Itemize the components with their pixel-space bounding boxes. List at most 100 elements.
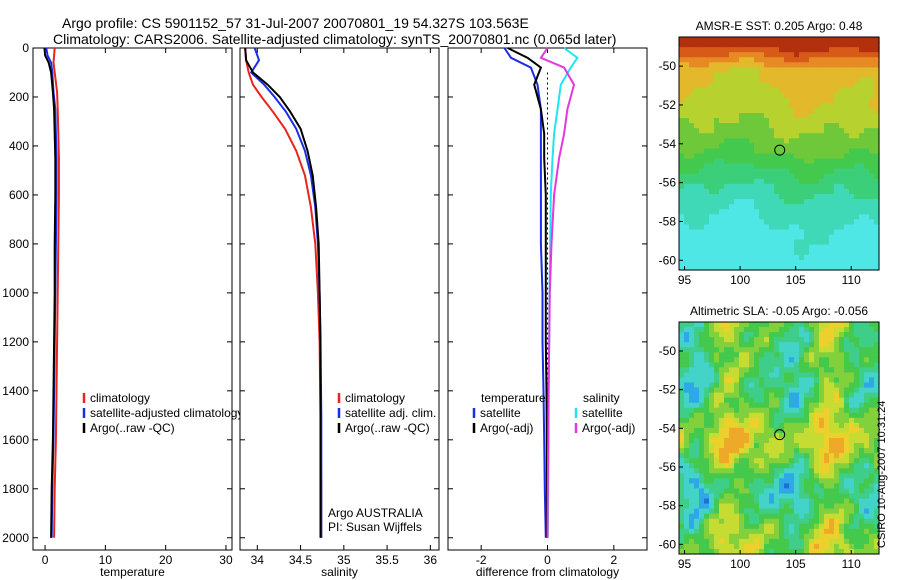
- heatmap-cell: [759, 392, 765, 399]
- heatmap-cell: [749, 448, 755, 454]
- heatmap-cell: [864, 543, 870, 550]
- heatmap-cell: [754, 234, 760, 241]
- heatmap-cell: [874, 382, 880, 389]
- heatmap-cell: [874, 183, 880, 190]
- heatmap-cell: [794, 249, 800, 256]
- heatmap-cell: [734, 498, 740, 505]
- heatmap-cell: [714, 513, 720, 520]
- heatmap-cell: [769, 453, 775, 459]
- heatmap-cell: [769, 62, 775, 68]
- heatmap-cell: [759, 438, 765, 444]
- heatmap-cell: [779, 473, 785, 479]
- heatmap-cell: [814, 92, 820, 99]
- heatmap-cell: [844, 533, 850, 540]
- heatmap-cell: [684, 513, 690, 520]
- heatmap-cell: [844, 118, 850, 124]
- heatmap-cell: [864, 483, 870, 490]
- heatmap-cell: [739, 468, 745, 474]
- heatmap-cell: [849, 214, 855, 220]
- heatmap-cell: [819, 37, 825, 43]
- heatmap-cell: [684, 473, 690, 479]
- difference-xtick-label: 2: [610, 553, 617, 567]
- heatmap-cell: [834, 322, 840, 328]
- heatmap-cell: [829, 173, 835, 180]
- heatmap-cell: [684, 47, 690, 53]
- heatmap-cell: [839, 478, 845, 484]
- heatmap-cell: [824, 448, 830, 454]
- heatmap-cell: [734, 377, 740, 384]
- heatmap-cell: [869, 352, 875, 358]
- heatmap-cell: [759, 194, 765, 200]
- heatmap-cell: [779, 458, 785, 464]
- heatmap-cell: [724, 402, 730, 409]
- heatmap-cell: [814, 163, 820, 170]
- heatmap-cell: [754, 62, 760, 68]
- heatmap-cell: [854, 382, 860, 389]
- heatmap-cell: [834, 168, 840, 175]
- heatmap-cell: [874, 249, 880, 256]
- heatmap-cell: [714, 194, 720, 200]
- heatmap-cell: [854, 57, 860, 63]
- heatmap-cell: [819, 72, 825, 79]
- heatmap-cell: [824, 77, 830, 84]
- heatmap-cell: [709, 422, 715, 429]
- heatmap-cell: [794, 422, 800, 429]
- heatmap-cell: [814, 138, 820, 144]
- heatmap-cell: [724, 427, 730, 434]
- heatmap-cell: [814, 37, 820, 43]
- heatmap-cell: [819, 254, 825, 261]
- heatmap-cell: [774, 478, 780, 484]
- argo-australia-annotation: Argo AUSTRALIA: [328, 506, 423, 520]
- heatmap-cell: [824, 168, 830, 175]
- heatmap-cell: [769, 77, 775, 84]
- heatmap-cell: [774, 438, 780, 444]
- heatmap-cell: [814, 133, 820, 139]
- heatmap-cell: [809, 178, 815, 185]
- heatmap-cell: [734, 123, 740, 129]
- heatmap-cell: [729, 173, 735, 180]
- heatmap-cell: [824, 92, 830, 99]
- heatmap-cell: [759, 107, 765, 114]
- heatmap-cell: [769, 163, 775, 170]
- heatmap-cell: [799, 488, 805, 495]
- heatmap-cell: [819, 392, 825, 399]
- heatmap-cell: [829, 224, 835, 231]
- heatmap-cell: [834, 123, 840, 129]
- heatmap-cell: [754, 357, 760, 363]
- heatmap-cell: [774, 347, 780, 353]
- heatmap-cell: [759, 204, 765, 210]
- heatmap-cell: [694, 239, 700, 246]
- heatmap-cell: [819, 42, 825, 48]
- heatmap-cell: [789, 327, 795, 333]
- heatmap-cell: [809, 37, 815, 43]
- heatmap-cell: [839, 102, 845, 109]
- heatmap-cell: [799, 188, 805, 195]
- heatmap-cell: [709, 352, 715, 358]
- heatmap-cell: [774, 387, 780, 394]
- heatmap-cell: [864, 538, 870, 545]
- heatmap-cell: [864, 427, 870, 434]
- heatmap-cell: [784, 347, 790, 353]
- heatmap-cell: [739, 173, 745, 180]
- heatmap-cell: [849, 322, 855, 328]
- heatmap-cell: [874, 362, 880, 368]
- heatmap-cell: [744, 229, 750, 236]
- heatmap-cell: [859, 427, 865, 434]
- heatmap-cell: [819, 77, 825, 84]
- heatmap-cell: [864, 234, 870, 241]
- heatmap-cell: [739, 518, 745, 525]
- heatmap-cell: [789, 402, 795, 409]
- heatmap-cell: [754, 244, 760, 251]
- heatmap-cell: [774, 173, 780, 180]
- heatmap-cell: [859, 249, 865, 256]
- heatmap-cell: [754, 453, 760, 459]
- heatmap-cell: [829, 188, 835, 195]
- heatmap-cell: [759, 488, 765, 495]
- heatmap-cell: [844, 438, 850, 444]
- heatmap-cell: [779, 67, 785, 74]
- heatmap-cell: [809, 483, 815, 490]
- heatmap-cell: [764, 412, 770, 419]
- heatmap-cell: [874, 508, 880, 515]
- heatmap-cell: [729, 37, 735, 43]
- heatmap-cell: [709, 219, 715, 226]
